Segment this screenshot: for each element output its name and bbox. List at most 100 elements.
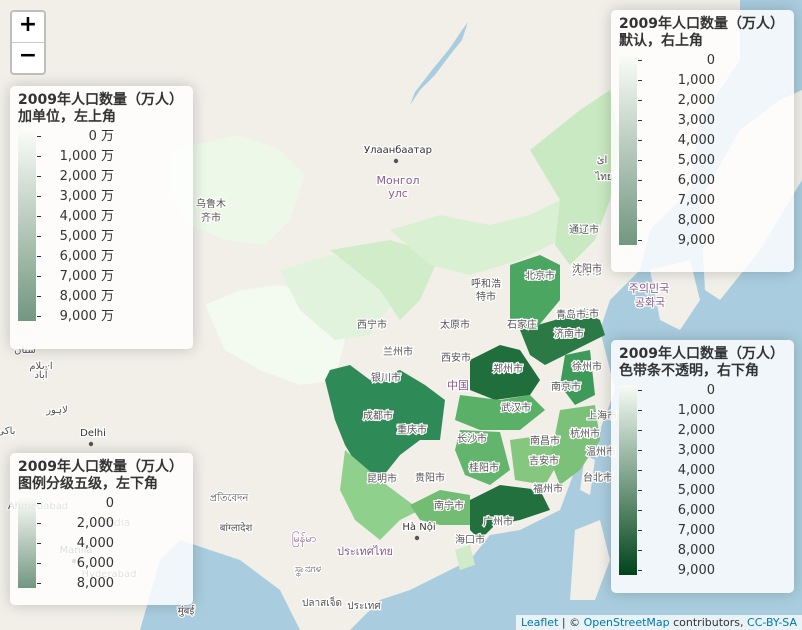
attribution-contributors: contributors, [669, 616, 748, 629]
region-guangdong [470, 485, 550, 540]
legend-title: 2009年人口数量（万人） 色带条不透明，右下角 [619, 346, 784, 379]
legend-tick [638, 470, 642, 471]
legend-tick [638, 410, 642, 411]
legend-tick [638, 570, 642, 571]
region-zhejiang-fujian [550, 405, 600, 485]
legend-title: 2009年人口数量（万人） 图例分级五级，左下角 [18, 459, 183, 492]
osm-link[interactable]: OpenStreetMap [583, 616, 670, 629]
legend-bottom-right: 2009年人口数量（万人） 色带条不透明，右下角 0 1,000 2,000 3,00… [611, 340, 794, 593]
attribution-separator: | © [558, 616, 584, 629]
legend-label: 0 万 [88, 129, 114, 144]
legend-label: 8,000 万 [59, 289, 114, 304]
legend-tick [638, 490, 642, 491]
region-henan [470, 345, 540, 400]
region-sichuan [325, 365, 445, 480]
legend-label: 3,000 [677, 113, 715, 128]
legend-color-ramp [18, 498, 36, 588]
legend-label: 6,000 [677, 503, 715, 518]
legend-tick [638, 550, 642, 551]
legend-tick [638, 100, 642, 101]
landmass-korea [650, 260, 700, 330]
legend-label: 0 [105, 496, 114, 511]
legend-tick [37, 156, 41, 157]
region-jiangxi [510, 435, 560, 485]
region-xinjiang [170, 135, 305, 245]
region-hainan [455, 545, 475, 570]
zoom-in-button[interactable]: + [18, 12, 38, 37]
legend-body: 0 1,000 2,000 3,000 4,000 5,000 6,000 7,000 8,00… [619, 54, 786, 248]
legend-tick [37, 216, 41, 217]
legend-tick [37, 316, 41, 317]
region-northeast [530, 90, 620, 265]
legend-label: 2,000 [677, 93, 715, 108]
legend-body: 0 1,000 2,000 3,000 4,000 5,000 6,000 7,000 8,00… [619, 383, 786, 578]
legend-tick [638, 450, 642, 451]
region-gansu [330, 240, 440, 320]
legend-title: 2009年人口数量（万人） 加单位，左上角 [18, 92, 183, 125]
region-hunan [455, 430, 510, 485]
legend-tick [638, 120, 642, 121]
legend-tick [37, 583, 41, 584]
legend-label: 6,000 万 [59, 249, 114, 264]
legend-top-right: 2009年人口数量（万人） 默认，右上角 0 1,000 2,000 3,000 4,0… [611, 10, 794, 272]
landmass-taiwan [580, 455, 595, 495]
legend-label: 1,000 [677, 73, 715, 88]
legend-label: 3,000 万 [59, 189, 114, 204]
legend-tick [37, 196, 41, 197]
legend-tick [638, 240, 642, 241]
legend-label: 2,000 万 [59, 169, 114, 184]
legend-label: 7,000 [677, 193, 715, 208]
legend-top-left: 2009年人口数量（万人） 加单位，左上角 0 万 1,000 万 2,000 万 3… [10, 86, 193, 349]
legend-tick [638, 530, 642, 531]
legend-label: 9,000 [677, 563, 715, 578]
legend-label: 9,000 [677, 233, 715, 248]
legend-label: 4,000 [677, 463, 715, 478]
legend-color-ramp [619, 385, 637, 575]
legend-tick [638, 60, 642, 61]
legend-title: 2009年人口数量（万人） 默认，右上角 [619, 16, 784, 49]
legend-tick [638, 390, 642, 391]
leaflet-link[interactable]: Leaflet [520, 616, 559, 629]
legend-tick [37, 503, 41, 504]
legend-tick [37, 563, 41, 564]
legend-tick [638, 160, 642, 161]
legend-label: 4,000 [76, 536, 114, 551]
legend-tick [638, 80, 642, 81]
region-yunnan [340, 450, 420, 540]
legend-label: 3,000 [677, 443, 715, 458]
legend-label: 8,000 [677, 213, 715, 228]
license-link[interactable]: CC-BY-SA [747, 616, 797, 629]
legend-tick [37, 176, 41, 177]
legend-label: 0 [706, 383, 715, 398]
legend-label: 1,000 万 [59, 149, 114, 164]
legend-label: 5,000 [677, 153, 715, 168]
legend-label: 4,000 [677, 133, 715, 148]
legend-tick [37, 296, 41, 297]
zoom-out-button[interactable]: − [12, 42, 44, 73]
region-jiangsu [560, 350, 595, 405]
legend-tick [37, 256, 41, 257]
legend-tick [37, 543, 41, 544]
legend-bottom-left: 2009年人口数量（万人） 图例分级五级，左下角 0 2,000 4,000 6,00… [10, 453, 193, 605]
legend-label: 8,000 [76, 576, 114, 591]
legend-label: 2,000 [76, 516, 114, 531]
legend-tick [37, 236, 41, 237]
legend-color-ramp [619, 55, 637, 245]
region-innermongolia [390, 200, 560, 275]
legend-label: 1,000 [677, 403, 715, 418]
region-shandong [520, 310, 605, 365]
legend-label: 6,000 [76, 556, 114, 571]
zoom-control: + − [10, 10, 46, 75]
legend-tick [638, 510, 642, 511]
legend-color-ramp [18, 131, 36, 321]
legend-label: 7,000 万 [59, 269, 114, 284]
legend-tick [638, 220, 642, 221]
legend-body: 0 2,000 4,000 6,000 8,000 [18, 496, 185, 591]
region-guangxi [410, 490, 470, 525]
legend-label: 7,000 [677, 523, 715, 538]
legend-label: 9,000 万 [59, 309, 114, 324]
legend-label: 8,000 [677, 543, 715, 558]
legend-body: 0 万 1,000 万 2,000 万 3,000 万 4,000 万 5,000 万 6,… [18, 129, 185, 324]
legend-tick [638, 200, 642, 201]
legend-tick [37, 523, 41, 524]
